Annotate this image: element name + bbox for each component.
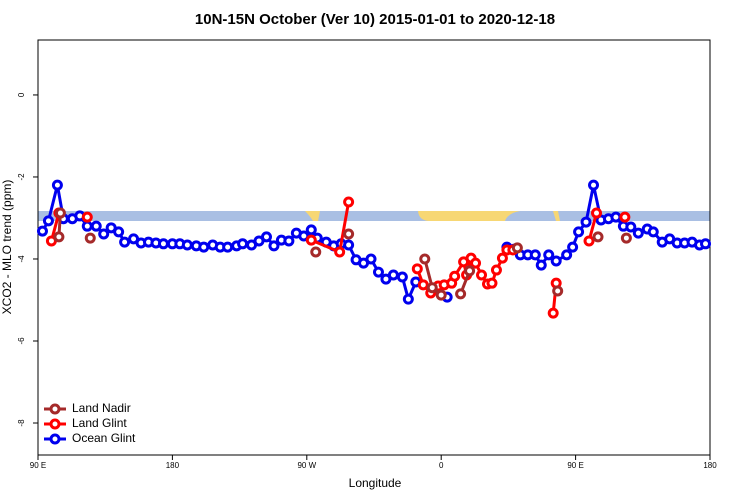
data-point <box>490 264 502 276</box>
data-point <box>588 179 600 191</box>
y-tick-label: 0 <box>17 92 26 97</box>
data-point <box>343 228 355 240</box>
data-point <box>647 226 659 238</box>
y-tick-label: -8 <box>17 419 26 427</box>
data-point <box>334 246 346 258</box>
data-point <box>396 271 408 283</box>
data-point <box>283 235 295 247</box>
data-point <box>511 242 523 254</box>
data-point <box>157 238 169 250</box>
chart-title: 10N-15N October (Ver 10) 2015-01-01 to 2… <box>195 11 555 28</box>
data-point <box>305 224 317 236</box>
data-point <box>36 225 48 237</box>
legend-marker <box>49 433 61 445</box>
data-point <box>591 207 603 219</box>
legend-marker <box>49 418 61 430</box>
data-point <box>552 285 564 297</box>
data-point <box>237 238 249 250</box>
data-point <box>580 216 592 228</box>
legend-label: Ocean Glint <box>72 431 136 445</box>
data-point <box>464 265 476 277</box>
data-point <box>476 269 488 281</box>
data-point <box>419 253 431 265</box>
data-point <box>53 231 65 243</box>
x-tick-label: 90 E <box>30 461 46 470</box>
data-point <box>547 307 559 319</box>
data-point <box>700 238 712 250</box>
data-point <box>417 279 429 291</box>
data-point <box>449 270 461 282</box>
data-point <box>610 211 622 223</box>
legend-label: Land Nadir <box>72 401 131 415</box>
land-mask <box>38 211 710 221</box>
x-tick-label: 0 <box>439 461 444 470</box>
data-point <box>486 277 498 289</box>
legend-label: Land Glint <box>72 416 127 430</box>
x-tick-label: 180 <box>703 461 717 470</box>
data-point <box>42 215 54 227</box>
data-point <box>620 232 632 244</box>
data-point <box>426 282 438 294</box>
data-point <box>535 259 547 271</box>
data-point <box>260 231 272 243</box>
data-point <box>222 241 234 253</box>
data-point <box>573 226 585 238</box>
data-point <box>84 232 96 244</box>
data-point <box>583 235 595 247</box>
data-point <box>567 241 579 253</box>
x-tick-label: 180 <box>166 461 180 470</box>
land-shape <box>553 211 560 221</box>
data-point <box>550 255 562 267</box>
legend-marker <box>49 403 61 415</box>
x-tick-label: 90 E <box>567 461 583 470</box>
data-point <box>113 226 125 238</box>
data-point <box>496 252 508 264</box>
data-point <box>181 239 193 251</box>
data-point <box>365 253 377 265</box>
data-point <box>411 263 423 275</box>
data-point <box>435 289 447 301</box>
plot-frame <box>37 39 711 456</box>
data-point <box>632 227 644 239</box>
data-point <box>81 220 93 232</box>
data-point <box>90 220 102 232</box>
data-point <box>310 246 322 258</box>
data-point <box>268 240 280 252</box>
data-point <box>619 211 631 223</box>
y-tick-label: -6 <box>17 337 26 345</box>
data-point <box>198 241 210 253</box>
land-shape <box>305 211 320 221</box>
land-shape <box>418 211 520 221</box>
data-point <box>343 239 355 251</box>
data-point <box>98 228 110 240</box>
data-point <box>592 231 604 243</box>
data-point <box>543 249 555 261</box>
data-point <box>455 288 467 300</box>
latitude-band <box>38 211 710 221</box>
data-point <box>470 257 482 269</box>
data-point <box>51 179 63 191</box>
data-point <box>372 266 384 278</box>
data-point <box>625 221 637 233</box>
data-point <box>119 236 131 248</box>
y-axis-label: XCO2 - MLO trend (ppm) <box>0 180 14 315</box>
data-point <box>305 234 317 246</box>
y-tick-label: -4 <box>17 255 26 263</box>
data-point <box>54 207 66 219</box>
data-point <box>529 249 541 261</box>
data-point <box>343 196 355 208</box>
data-point <box>387 269 399 281</box>
y-tick-label: -2 <box>17 173 26 181</box>
data-point <box>561 249 573 261</box>
x-tick-label: 90 W <box>297 461 316 470</box>
x-axis-label: Longitude <box>349 476 402 490</box>
data-point <box>402 293 414 305</box>
data-point <box>81 211 93 223</box>
